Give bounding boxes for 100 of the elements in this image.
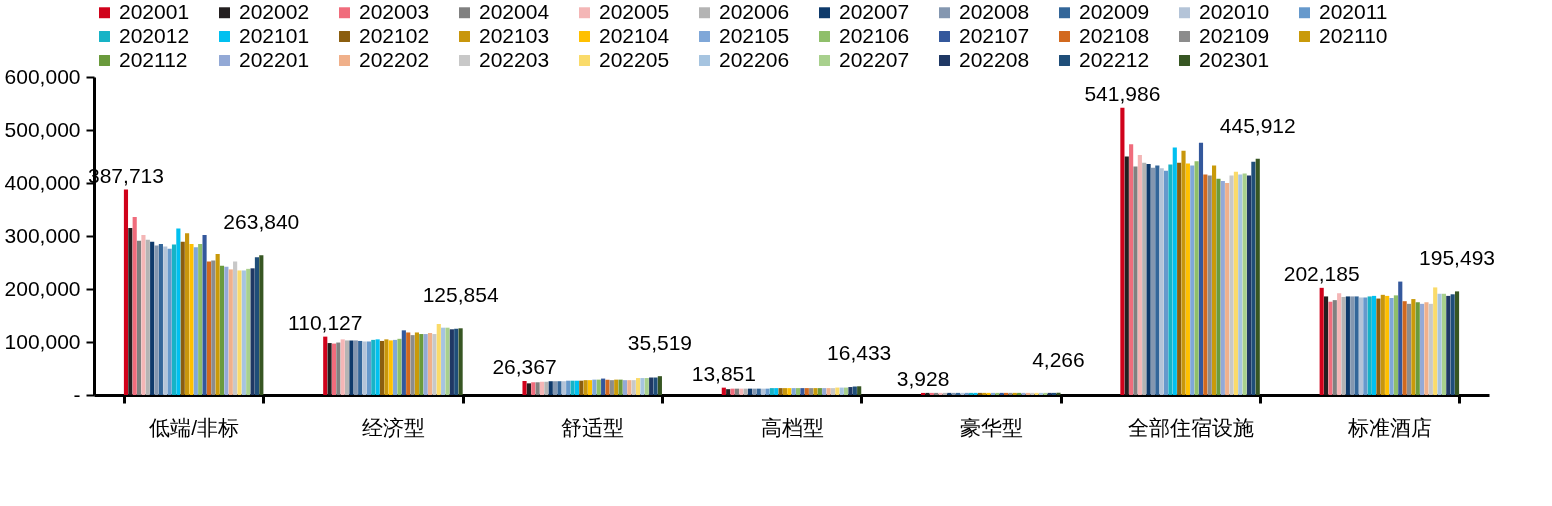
bar: [601, 378, 606, 395]
bar: [427, 332, 433, 395]
bar: [1172, 147, 1177, 395]
bar: [414, 332, 420, 395]
bar: [570, 380, 575, 395]
bar: [1129, 144, 1134, 395]
bar: [1190, 165, 1195, 395]
bar: [189, 243, 194, 395]
bar: [1402, 301, 1407, 395]
bar: [614, 379, 619, 395]
bar: [454, 328, 459, 395]
bar: [583, 380, 588, 395]
bar: [1251, 161, 1256, 395]
bar: [553, 381, 558, 395]
bar: [839, 387, 844, 395]
bar: [1341, 296, 1346, 395]
bar: [154, 245, 159, 395]
bar: [362, 341, 367, 395]
bar: [1159, 168, 1164, 395]
bar: [1428, 303, 1433, 395]
bar: [185, 233, 190, 395]
data-label: 35,519: [627, 331, 693, 355]
x-tick-label: 高档型: [760, 415, 824, 439]
bar: [1008, 392, 1013, 395]
bar: [340, 339, 345, 395]
legend-label: 202205: [599, 47, 670, 71]
bar: [1393, 295, 1398, 395]
data-label: 125,854: [422, 283, 499, 307]
bar: [1450, 294, 1455, 395]
legend-label: 202006: [719, 0, 790, 23]
bar: [259, 255, 264, 395]
bar: [323, 336, 328, 395]
bar: [1216, 178, 1221, 395]
x-tick-label: 标准酒店: [1346, 415, 1432, 439]
bar: [1177, 162, 1182, 395]
bar: [1146, 163, 1151, 395]
bar: [331, 343, 337, 395]
bar: [774, 388, 779, 395]
bar: [579, 380, 584, 395]
bar: [535, 382, 540, 395]
bar: [787, 388, 792, 395]
bar: [1163, 170, 1169, 395]
bar: [419, 334, 424, 395]
x-tick-label: 豪华型: [959, 415, 1023, 439]
bar: [1198, 142, 1204, 395]
bar: [561, 381, 566, 395]
bar: [721, 387, 726, 395]
bar: [635, 378, 641, 395]
bar: [522, 381, 527, 395]
x-tick-label: 舒适型: [561, 415, 625, 439]
bar: [1212, 165, 1217, 395]
bar: [644, 378, 649, 395]
bar: [1246, 175, 1252, 395]
bar: [219, 265, 225, 395]
bar: [401, 330, 406, 395]
bar: [761, 388, 766, 395]
bar: [384, 339, 389, 395]
bar: [557, 381, 562, 395]
legend-label: 202003: [359, 0, 430, 23]
bar: [250, 268, 255, 395]
bar: [800, 388, 805, 395]
legend-label: 202001: [119, 0, 190, 23]
bar: [804, 388, 809, 395]
bar: [1255, 158, 1260, 395]
bar: [1056, 392, 1061, 395]
bar: [423, 334, 428, 395]
bar: [167, 248, 172, 395]
bar: [526, 383, 531, 395]
legend-label: 202103: [479, 23, 550, 47]
bar: [817, 388, 822, 395]
bar: [747, 388, 753, 395]
legend-label: 202002: [239, 0, 310, 23]
bar: [1155, 165, 1160, 395]
bar: [1194, 161, 1199, 395]
bar: [1168, 164, 1173, 395]
x-tick-label: 低端/非标: [149, 415, 240, 439]
bar: [123, 189, 129, 395]
data-label: 110,127: [288, 310, 363, 334]
bar: [1363, 297, 1368, 395]
bar: [228, 269, 233, 395]
bar: [388, 340, 393, 395]
bar: [349, 340, 354, 395]
bar: [730, 388, 735, 395]
bar: [1328, 301, 1333, 395]
bar: [1454, 291, 1460, 395]
bar: [145, 239, 150, 395]
legend-label: 202208: [959, 47, 1030, 71]
bar: [1185, 163, 1190, 395]
bar: [371, 339, 376, 395]
bar: [1406, 303, 1412, 395]
bar: [1233, 171, 1238, 395]
bar: [128, 228, 133, 395]
legend-label: 202106: [839, 23, 910, 47]
bar: [592, 379, 597, 395]
bar: [336, 342, 341, 395]
bar: [1441, 293, 1447, 395]
bar: [436, 323, 441, 395]
bar: [848, 387, 853, 395]
bar: [132, 216, 137, 395]
x-tick-label: 全部住宿设施: [1127, 415, 1254, 439]
